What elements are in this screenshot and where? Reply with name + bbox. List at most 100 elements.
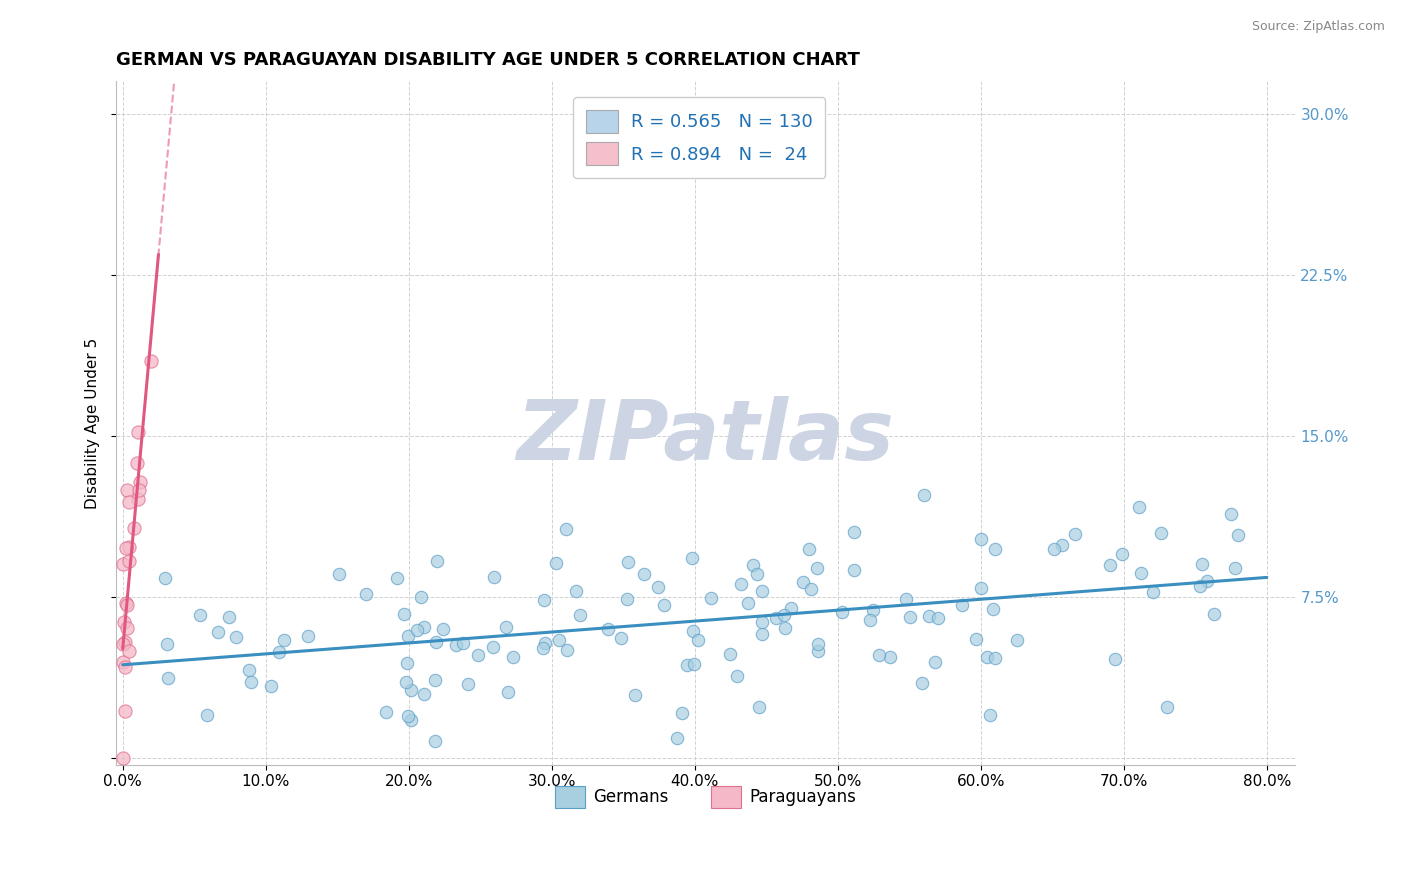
- Point: [652, 598, 675, 612]
- Point: [983, 602, 1005, 616]
- Point: [610, 631, 633, 645]
- Point: [432, 622, 454, 636]
- Point: [912, 488, 935, 502]
- Point: [531, 641, 554, 656]
- Point: [156, 637, 179, 651]
- Point: [112, 637, 135, 651]
- Point: [354, 586, 377, 600]
- Point: [1043, 542, 1066, 557]
- Point: [725, 669, 748, 683]
- Point: [868, 648, 890, 662]
- Point: [1111, 547, 1133, 561]
- Point: [1226, 528, 1249, 542]
- Point: [976, 649, 998, 664]
- Point: [139, 353, 162, 368]
- Point: [195, 708, 218, 723]
- Point: [546, 556, 568, 570]
- Point: [425, 635, 447, 649]
- Point: [624, 688, 647, 702]
- Point: [188, 607, 211, 622]
- Point: [859, 613, 882, 627]
- Point: [218, 609, 240, 624]
- Point: [112, 656, 135, 670]
- Point: [112, 557, 135, 571]
- Point: [681, 551, 703, 566]
- Point: [984, 651, 1007, 665]
- Point: [896, 592, 918, 607]
- Point: [118, 495, 141, 509]
- Point: [807, 644, 830, 658]
- Point: [862, 603, 884, 617]
- Point: [385, 570, 408, 584]
- Point: [742, 558, 765, 572]
- Point: [1202, 607, 1225, 621]
- Point: [633, 567, 655, 582]
- Point: [457, 676, 479, 690]
- Point: [831, 605, 853, 619]
- Point: [800, 582, 823, 596]
- Point: [666, 731, 689, 746]
- Point: [453, 636, 475, 650]
- Point: [375, 705, 398, 719]
- Point: [554, 522, 576, 536]
- Point: [844, 524, 866, 539]
- Point: [533, 593, 555, 607]
- Point: [127, 425, 149, 439]
- Point: [115, 541, 138, 555]
- Point: [153, 571, 176, 585]
- Point: [751, 615, 773, 629]
- Point: [927, 611, 949, 625]
- Point: [392, 607, 415, 622]
- Point: [1099, 558, 1122, 573]
- Point: [1130, 566, 1153, 580]
- Point: [127, 492, 149, 507]
- Point: [396, 708, 419, 723]
- Point: [918, 608, 941, 623]
- Point: [1188, 579, 1211, 593]
- Point: [1064, 527, 1087, 541]
- Point: [124, 521, 146, 535]
- Point: [114, 660, 136, 674]
- Point: [806, 561, 828, 575]
- Point: [898, 610, 921, 624]
- Point: [482, 640, 505, 655]
- Point: [112, 751, 135, 765]
- Point: [115, 598, 138, 612]
- Point: [406, 624, 429, 638]
- Point: [423, 673, 446, 687]
- Point: [676, 658, 699, 673]
- Point: [423, 734, 446, 748]
- Point: [114, 704, 136, 718]
- Point: [751, 584, 773, 599]
- Point: [413, 620, 436, 634]
- Point: [807, 637, 830, 651]
- Point: [1156, 699, 1178, 714]
- Point: [118, 643, 141, 657]
- Point: [773, 621, 796, 635]
- Point: [555, 643, 578, 657]
- Point: [910, 676, 932, 690]
- Point: [686, 632, 709, 647]
- Point: [484, 570, 506, 584]
- Text: ZIPatlas: ZIPatlas: [516, 396, 894, 477]
- Point: [596, 623, 619, 637]
- Point: [748, 699, 770, 714]
- Point: [1219, 507, 1241, 521]
- Point: [699, 591, 721, 606]
- Point: [647, 580, 669, 594]
- Point: [950, 599, 973, 613]
- Point: [117, 621, 139, 635]
- Point: [970, 532, 993, 546]
- Point: [751, 626, 773, 640]
- Point: [395, 657, 418, 671]
- Point: [737, 596, 759, 610]
- Point: [565, 583, 588, 598]
- Point: [730, 577, 752, 591]
- Point: [970, 581, 993, 595]
- Point: [780, 601, 803, 615]
- Point: [1191, 558, 1213, 572]
- Point: [1104, 651, 1126, 665]
- Legend: Germans, Paraguayans: Germans, Paraguayans: [548, 780, 862, 814]
- Y-axis label: Disability Age Under 5: Disability Age Under 5: [86, 337, 100, 508]
- Point: [682, 657, 704, 671]
